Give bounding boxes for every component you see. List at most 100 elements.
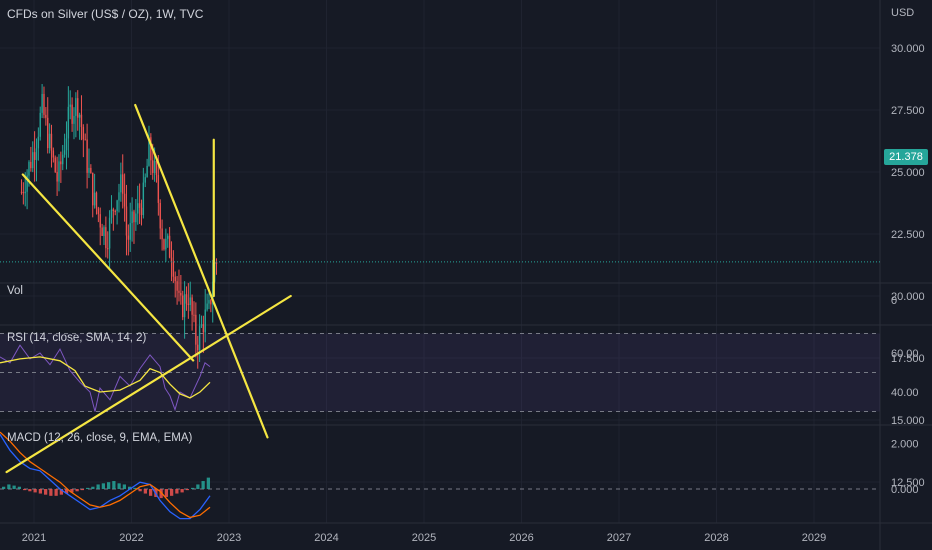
macd-histogram-bar (33, 489, 37, 493)
candle-body (26, 175, 28, 192)
macd-histogram-bar (180, 489, 184, 493)
candle-body (95, 192, 98, 209)
candle-body (206, 303, 208, 310)
candle-body (127, 235, 130, 240)
axis-layer: 2021 2022 2023 2024 2025 2026 2027 2028 2029 30.0… (22, 7, 925, 544)
candle-body (73, 115, 75, 124)
candle-body (48, 133, 51, 149)
candle-body (114, 211, 116, 213)
macd-histogram-bar (44, 489, 48, 495)
price-tick-label: 15.000 (891, 415, 925, 427)
rsi-pane (0, 333, 880, 412)
candle-body (172, 262, 175, 277)
candle-body (88, 167, 90, 173)
macd-histogram-bar (143, 489, 147, 494)
candle-body (133, 211, 135, 223)
candle-body (22, 192, 25, 194)
candle-body (120, 174, 122, 193)
macd-histogram-bar (12, 485, 16, 489)
candle-body (20, 191, 23, 193)
macd-signal-line (0, 431, 211, 519)
candle-body (103, 227, 105, 236)
macd-histogram-bar (164, 489, 168, 497)
candle-body (163, 239, 165, 250)
macd-histogram-bar (80, 489, 84, 491)
candle-body (215, 261, 218, 264)
rsi-label: RSI (14, close, SMA, 14, 2) (7, 332, 147, 344)
macd-histogram-bar (196, 484, 200, 489)
macd-histogram-bar (59, 489, 63, 495)
candle-body (140, 207, 143, 216)
candle-body (137, 203, 139, 214)
candle-body (28, 161, 30, 176)
macd-histogram-bar (70, 489, 74, 493)
macd-histogram-bar (201, 481, 205, 489)
price-tick-label: 30.000 (891, 43, 925, 55)
x-tick-label: 2023 (217, 532, 241, 544)
candle-body (69, 104, 71, 107)
candle-body (90, 167, 92, 173)
candle-body (52, 150, 55, 158)
candle-body (80, 114, 83, 128)
candle-body (182, 295, 184, 318)
candle-body (108, 217, 111, 249)
candle-body (144, 177, 146, 183)
candle-body (155, 160, 158, 175)
candle-body (24, 191, 26, 194)
macd-histogram-bar (17, 486, 21, 489)
candle-body (112, 209, 115, 212)
candle-body (150, 137, 152, 161)
candle-body (56, 171, 58, 182)
candle-body (204, 309, 206, 333)
candle-body (153, 160, 156, 173)
trendline-rising-support[interactable] (5, 294, 292, 474)
candle-body (200, 324, 203, 326)
candle-body (189, 297, 191, 306)
candle-body (45, 114, 47, 118)
macd-histogram-bar (28, 489, 32, 492)
candle-body (191, 297, 193, 315)
trendline-falling-wedge-upper[interactable] (134, 103, 269, 439)
candle-body (50, 133, 53, 151)
candle-body (58, 161, 60, 182)
candle-body (75, 98, 77, 116)
candle-body (195, 314, 197, 345)
rsi-line (0, 344, 211, 412)
macd-label: MACD (12, 26, close, 9, EMA, EMA) (7, 432, 193, 444)
candle-body (101, 227, 103, 236)
macd-histogram-bar (206, 477, 210, 489)
candle-body (176, 281, 178, 291)
candle-body (62, 154, 64, 165)
chart-title: CFDs on Silver (US$ / OZ), 1W, TVC (7, 7, 204, 21)
candle-body (43, 93, 45, 115)
candle-body (82, 127, 85, 140)
candle-body (180, 292, 182, 296)
macd-histogram-bar (138, 489, 142, 492)
macd-histogram-bar (86, 487, 90, 489)
macd-histogram-bar (122, 484, 126, 489)
price-tick-label: 20.000 (891, 291, 925, 303)
candle-body (210, 300, 212, 305)
candle-body (123, 193, 126, 207)
candle-body (148, 137, 150, 166)
macd-histogram-bar (170, 489, 174, 496)
volume-tick-label: 0 (891, 295, 897, 307)
candle-body (65, 138, 68, 151)
trendline-layer[interactable] (5, 103, 292, 474)
candle-body (63, 150, 66, 155)
candle-body (152, 160, 154, 173)
x-tick-label: 2024 (314, 532, 338, 544)
candle-body (67, 106, 70, 139)
candle-body (138, 203, 141, 208)
candle-body (129, 223, 131, 240)
candle-body (159, 202, 161, 229)
price-tick-label: 27.500 (891, 105, 925, 117)
trendline-falling-wedge-lower[interactable] (21, 173, 195, 362)
currency-label: USD (891, 7, 914, 19)
x-tick-label: 2022 (119, 532, 143, 544)
candle-body (185, 294, 188, 304)
candle-body (202, 324, 205, 333)
x-tick-label: 2021 (22, 532, 46, 544)
